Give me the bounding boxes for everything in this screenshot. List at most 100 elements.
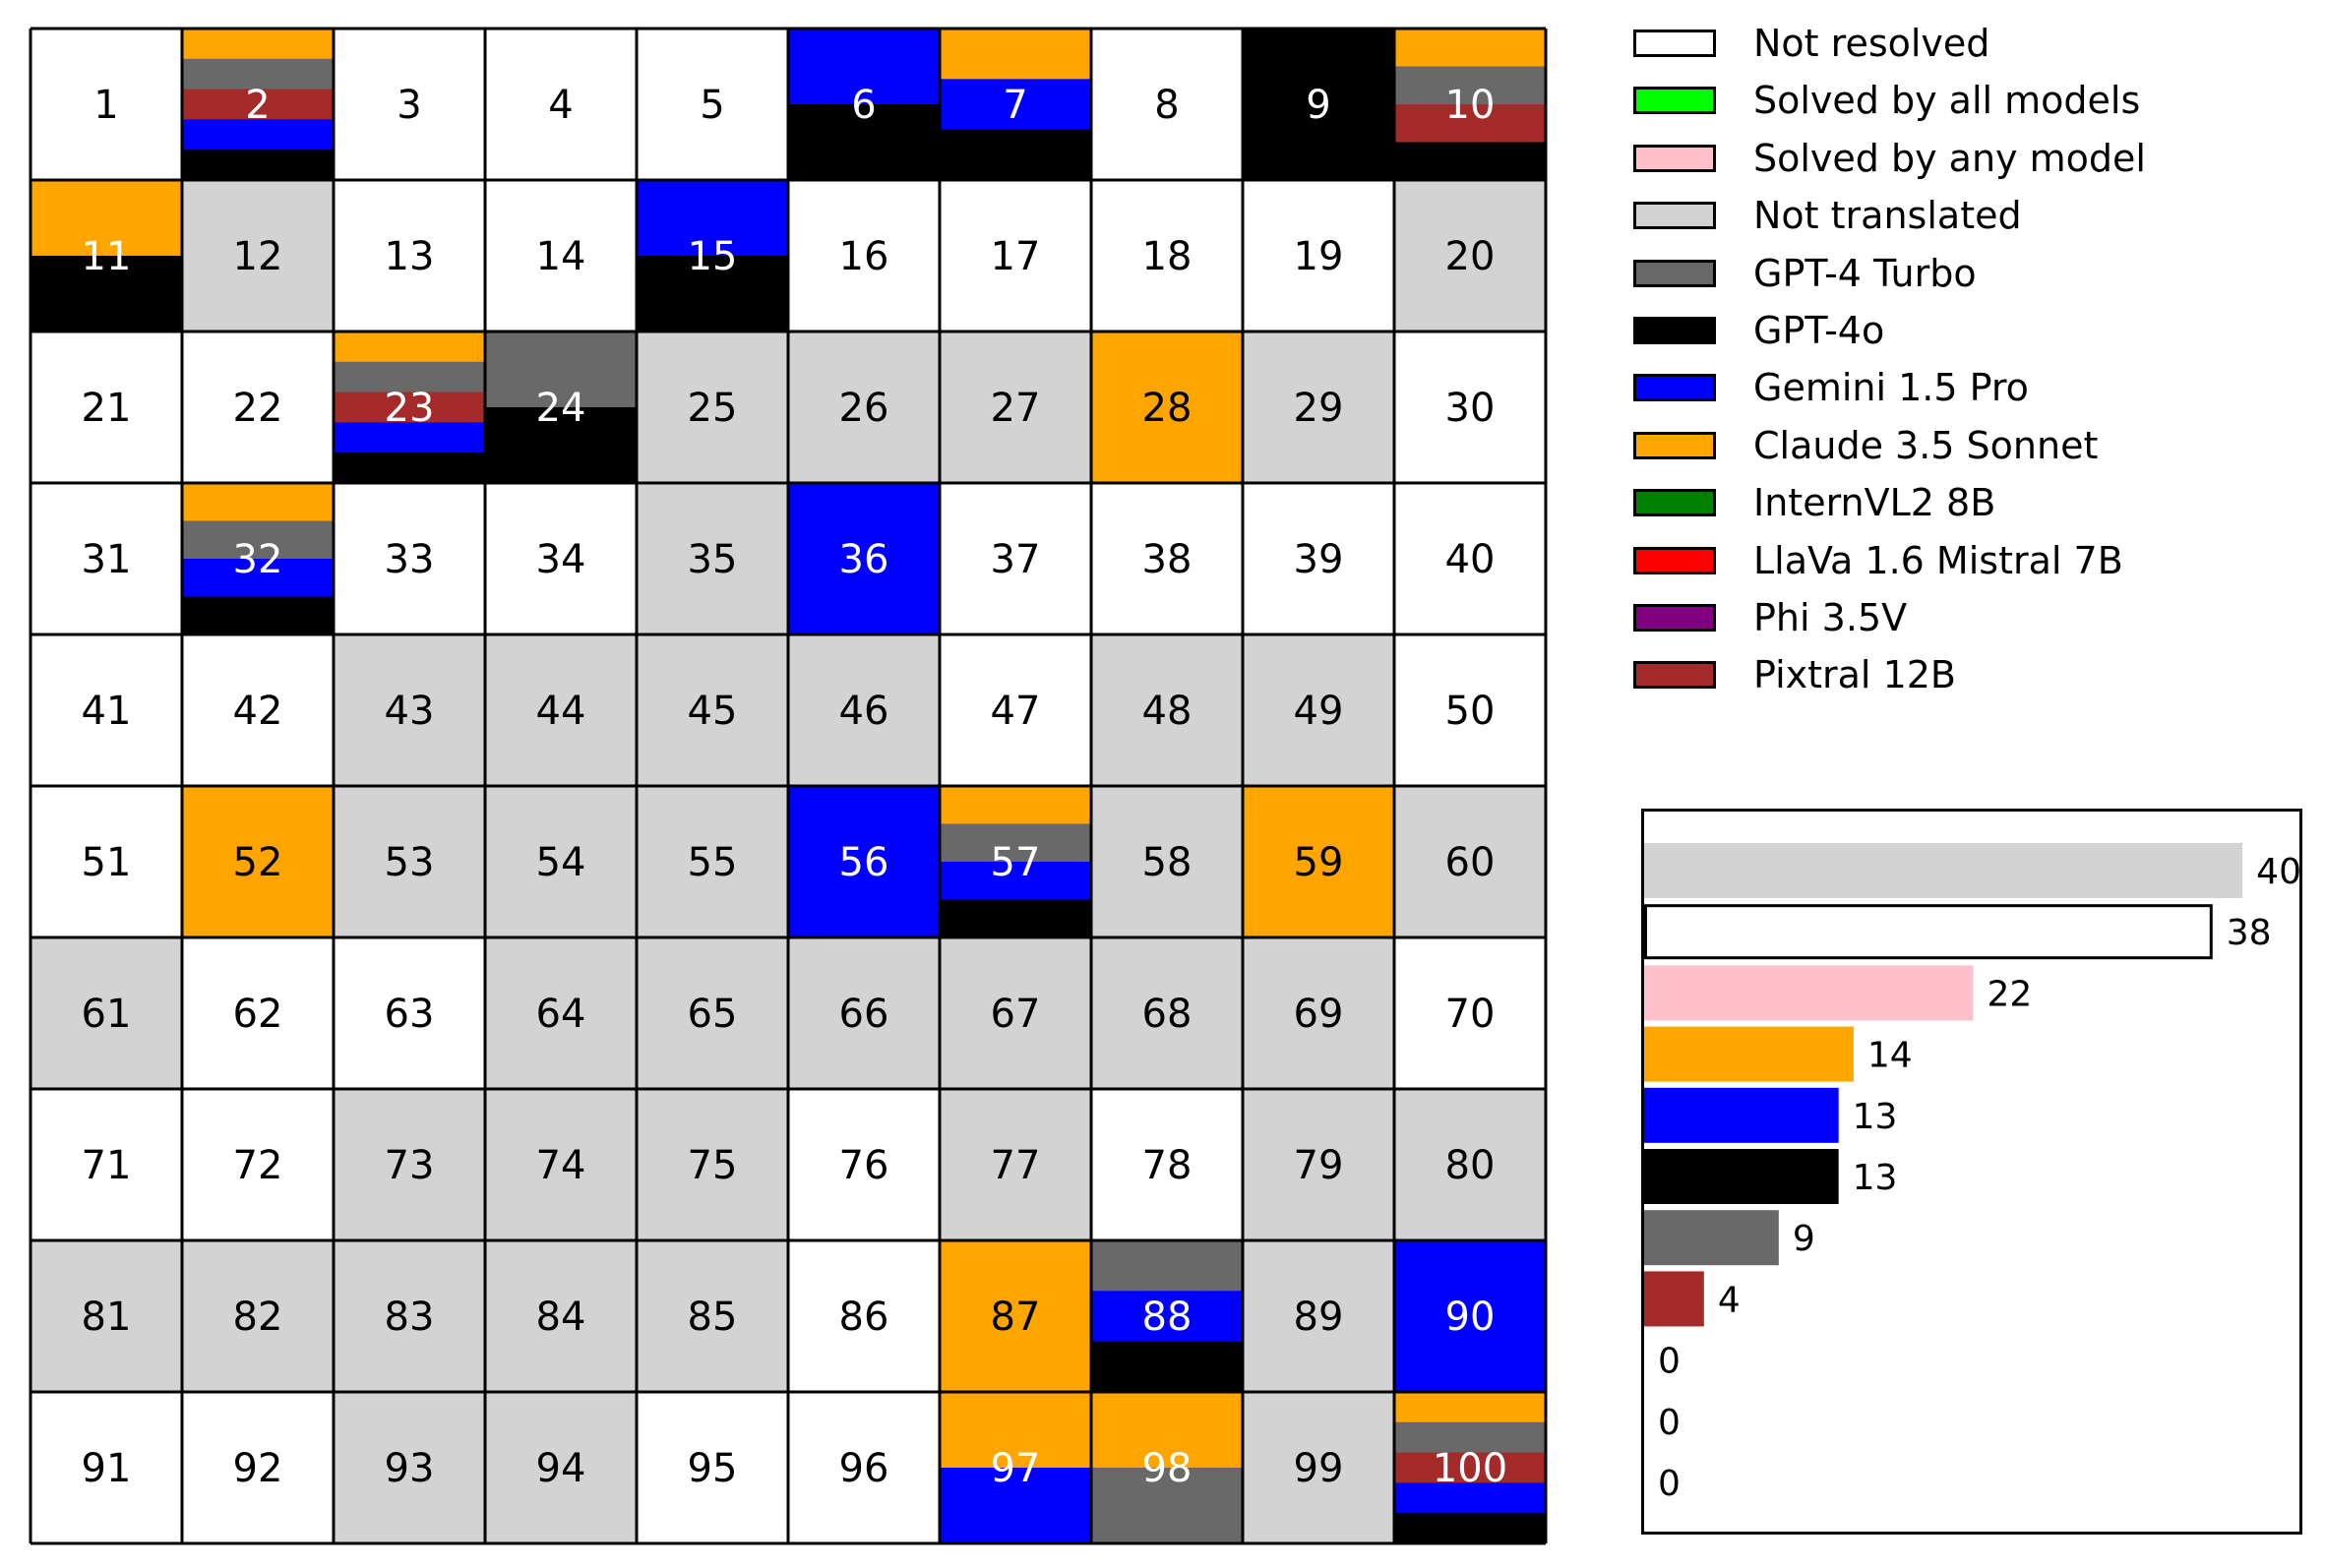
cell-number: 77 bbox=[991, 1143, 1041, 1188]
cell-background bbox=[637, 1089, 788, 1240]
cell-background bbox=[1243, 937, 1394, 1089]
cell-number: 69 bbox=[1294, 992, 1344, 1037]
grid-cell: 6 bbox=[788, 29, 940, 181]
grid-cell: 1 bbox=[31, 29, 182, 180]
cell-background bbox=[334, 1392, 485, 1543]
cell-background bbox=[940, 1089, 1091, 1240]
legend-swatch bbox=[1633, 431, 1716, 459]
cell-number: 21 bbox=[82, 386, 132, 431]
cell-background bbox=[1394, 1089, 1546, 1240]
cell-number: 4 bbox=[548, 83, 573, 128]
cell-number: 95 bbox=[688, 1446, 738, 1491]
cell-number: 18 bbox=[1142, 234, 1193, 279]
cell-background bbox=[334, 483, 485, 634]
grid-cell: 10 bbox=[1394, 29, 1546, 181]
legend-swatch bbox=[1633, 317, 1716, 344]
cell-number: 94 bbox=[536, 1446, 586, 1491]
cell-number: 88 bbox=[1142, 1295, 1193, 1340]
cell-number: 62 bbox=[233, 992, 283, 1037]
cell-model-band bbox=[182, 58, 334, 90]
cell-background bbox=[334, 634, 485, 786]
grid-cell: 82 bbox=[182, 1240, 334, 1392]
cell-number: 45 bbox=[688, 689, 738, 734]
cell-model-band bbox=[1091, 1291, 1243, 1343]
bar-value-label: 40 bbox=[2256, 852, 2301, 892]
grid-cell: 79 bbox=[1243, 1089, 1394, 1240]
cell-background bbox=[637, 786, 788, 937]
cell-number: 63 bbox=[385, 992, 435, 1037]
grid-cell: 99 bbox=[1243, 1392, 1394, 1543]
cell-model-band bbox=[1394, 66, 1546, 105]
legend-item: LlaVa 1.6 Mistral 7B bbox=[1633, 539, 2224, 588]
cell-number: 59 bbox=[1294, 840, 1344, 885]
grid-cell: 66 bbox=[788, 937, 940, 1089]
cell-background bbox=[637, 483, 788, 634]
cell-background bbox=[1243, 180, 1394, 332]
grid-cell: 88 bbox=[1091, 1240, 1243, 1393]
grid-cell: 12 bbox=[182, 180, 334, 332]
cell-model-band bbox=[1394, 1240, 1546, 1393]
grid-cell: 52 bbox=[182, 786, 334, 938]
grid-cell: 17 bbox=[940, 180, 1091, 332]
cell-background bbox=[31, 29, 182, 180]
bar-value-label: 0 bbox=[1658, 1342, 1681, 1382]
grid-cell: 56 bbox=[788, 786, 940, 938]
grid-cell: 16 bbox=[788, 180, 940, 332]
grid-cell: 5 bbox=[637, 29, 788, 180]
cell-model-band bbox=[182, 559, 334, 597]
cell-background bbox=[1243, 1240, 1394, 1392]
bar bbox=[1644, 1087, 1839, 1143]
grid-cell: 68 bbox=[1091, 937, 1243, 1089]
cell-background bbox=[334, 29, 485, 180]
cell-number: 27 bbox=[991, 386, 1041, 431]
cell-number: 2 bbox=[245, 83, 270, 128]
cell-number: 84 bbox=[536, 1295, 586, 1340]
cell-background bbox=[1394, 180, 1546, 332]
legend-label: Claude 3.5 Sonnet bbox=[1753, 423, 2099, 467]
cell-number: 57 bbox=[991, 840, 1041, 885]
grid-cell: 34 bbox=[485, 483, 637, 634]
cell-number: 52 bbox=[233, 840, 283, 885]
cell-number: 6 bbox=[851, 83, 876, 128]
legend-item: GPT-4 Turbo bbox=[1633, 252, 2224, 301]
cell-background bbox=[1091, 786, 1243, 937]
bar bbox=[1644, 1210, 1779, 1266]
cell-background bbox=[788, 1240, 940, 1392]
cell-background bbox=[637, 1240, 788, 1392]
cell-background bbox=[1394, 937, 1546, 1089]
cell-model-band bbox=[1394, 1513, 1546, 1544]
cell-model-band bbox=[1394, 1482, 1546, 1514]
cell-model-band bbox=[1394, 104, 1546, 143]
cell-number: 91 bbox=[82, 1446, 132, 1491]
cell-background bbox=[1243, 1089, 1394, 1240]
cell-background bbox=[788, 1089, 940, 1240]
cell-number: 97 bbox=[991, 1446, 1041, 1491]
cell-background bbox=[788, 937, 940, 1089]
cell-number: 10 bbox=[1445, 83, 1496, 128]
cell-background bbox=[637, 1392, 788, 1543]
cell-background bbox=[637, 332, 788, 483]
grid-cell: 73 bbox=[334, 1089, 485, 1240]
bar bbox=[1644, 1026, 1854, 1082]
grid-cell: 14 bbox=[485, 180, 637, 332]
cell-number: 29 bbox=[1294, 386, 1344, 431]
cell-number: 50 bbox=[1445, 689, 1496, 734]
cell-model-band bbox=[940, 29, 1091, 80]
grid-cell: 62 bbox=[182, 937, 334, 1089]
cell-model-band bbox=[1394, 1421, 1546, 1454]
cell-background bbox=[940, 332, 1091, 483]
cell-number: 73 bbox=[385, 1143, 435, 1188]
cell-model-band bbox=[1091, 1392, 1243, 1469]
cell-model-band bbox=[1091, 1240, 1243, 1292]
grid-cell: 7 bbox=[940, 29, 1091, 181]
grid-cell: 4 bbox=[485, 29, 637, 180]
grid-cell: 27 bbox=[940, 332, 1091, 483]
grid-cell: 13 bbox=[334, 180, 485, 332]
cell-number: 56 bbox=[839, 840, 889, 885]
grid-cell: 46 bbox=[788, 634, 940, 786]
grid-cell: 80 bbox=[1394, 1089, 1546, 1240]
cell-model-band bbox=[485, 407, 637, 484]
legend-item: Not resolved bbox=[1633, 22, 2224, 71]
legend-label: InternVL2 8B bbox=[1753, 481, 1996, 525]
cell-model-band bbox=[940, 129, 1091, 181]
